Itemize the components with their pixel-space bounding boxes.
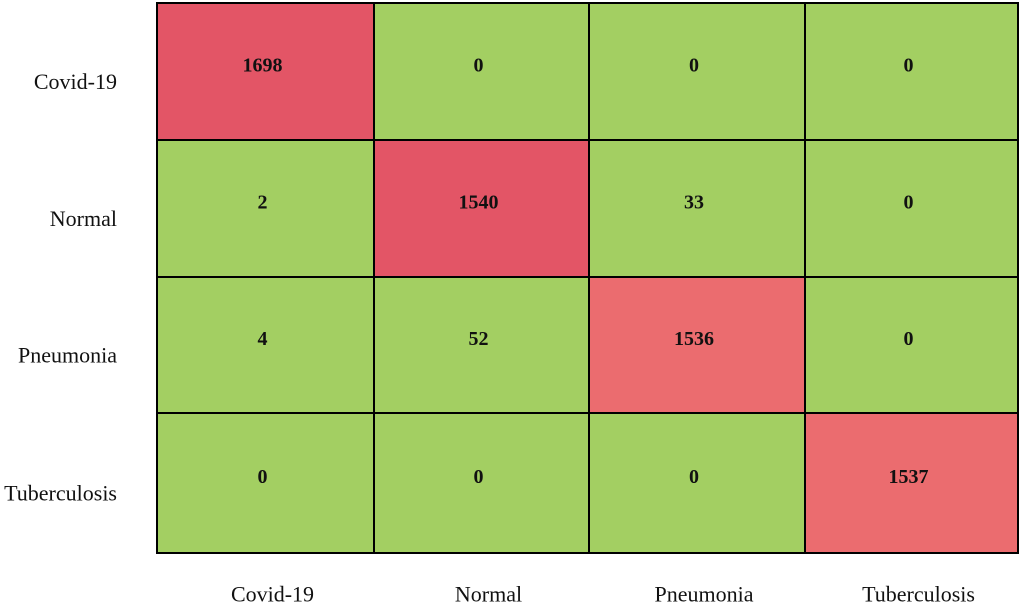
cell-value-normal-covid-19: 2 bbox=[258, 192, 268, 214]
matrix-cell-covid-19-tuberculosis bbox=[804, 2, 1019, 141]
matrix-cell-normal-tuberculosis bbox=[804, 139, 1019, 278]
column-label-normal: Normal bbox=[455, 582, 522, 607]
cell-value-covid-19-pneumonia: 0 bbox=[689, 55, 699, 77]
row-label-normal: Normal bbox=[50, 206, 117, 231]
matrix-cell-normal-covid-19 bbox=[156, 139, 375, 278]
column-label-covid-19: Covid-19 bbox=[231, 582, 314, 607]
cell-value-normal-tuberculosis: 0 bbox=[904, 192, 914, 214]
matrix-cells: 1698 0 0 0 2 1540 33 0 4 52 1536 0 0 0 0 1537 bbox=[156, 2, 1019, 554]
cell-value-covid-19-normal: 0 bbox=[474, 55, 484, 77]
matrix-cell-covid-19-normal bbox=[373, 2, 590, 141]
matrix-cell-tuberculosis-tuberculosis bbox=[804, 412, 1019, 554]
column-label-pneumonia: Pneumonia bbox=[655, 582, 754, 607]
row-labels: Covid-19 Normal Pneumonia Tuberculosis bbox=[4, 69, 117, 506]
cell-value-pneumonia-tuberculosis: 0 bbox=[904, 328, 914, 350]
cell-value-pneumonia-normal: 52 bbox=[469, 328, 489, 350]
cell-value-tuberculosis-covid-19: 0 bbox=[258, 466, 268, 488]
matrix-cell-covid-19-pneumonia bbox=[588, 2, 806, 141]
matrix-cell-normal-normal bbox=[373, 139, 590, 278]
cell-value-tuberculosis-normal: 0 bbox=[474, 466, 484, 488]
cell-value-normal-normal: 1540 bbox=[459, 192, 499, 214]
cell-value-pneumonia-covid-19: 4 bbox=[258, 328, 268, 350]
column-labels: Covid-19 Normal Pneumonia Tuberculosis bbox=[231, 582, 975, 607]
cell-value-normal-pneumonia: 33 bbox=[684, 192, 704, 214]
matrix-cell-pneumonia-normal bbox=[373, 276, 590, 414]
row-label-tuberculosis: Tuberculosis bbox=[4, 481, 117, 506]
row-label-covid-19: Covid-19 bbox=[34, 69, 117, 94]
matrix-cell-covid-19-covid-19 bbox=[156, 2, 375, 141]
matrix-cell-tuberculosis-covid-19 bbox=[156, 412, 375, 554]
cell-value-pneumonia-pneumonia: 1536 bbox=[674, 328, 714, 350]
cell-value-tuberculosis-tuberculosis: 1537 bbox=[889, 466, 929, 488]
cell-value-tuberculosis-pneumonia: 0 bbox=[689, 466, 699, 488]
cell-value-covid-19-covid-19: 1698 bbox=[243, 55, 283, 77]
column-label-tuberculosis: Tuberculosis bbox=[862, 582, 975, 607]
row-label-pneumonia: Pneumonia bbox=[18, 343, 117, 368]
matrix-cell-pneumonia-tuberculosis bbox=[804, 276, 1019, 414]
matrix-cell-tuberculosis-normal bbox=[373, 412, 590, 554]
cell-value-covid-19-tuberculosis: 0 bbox=[904, 55, 914, 77]
